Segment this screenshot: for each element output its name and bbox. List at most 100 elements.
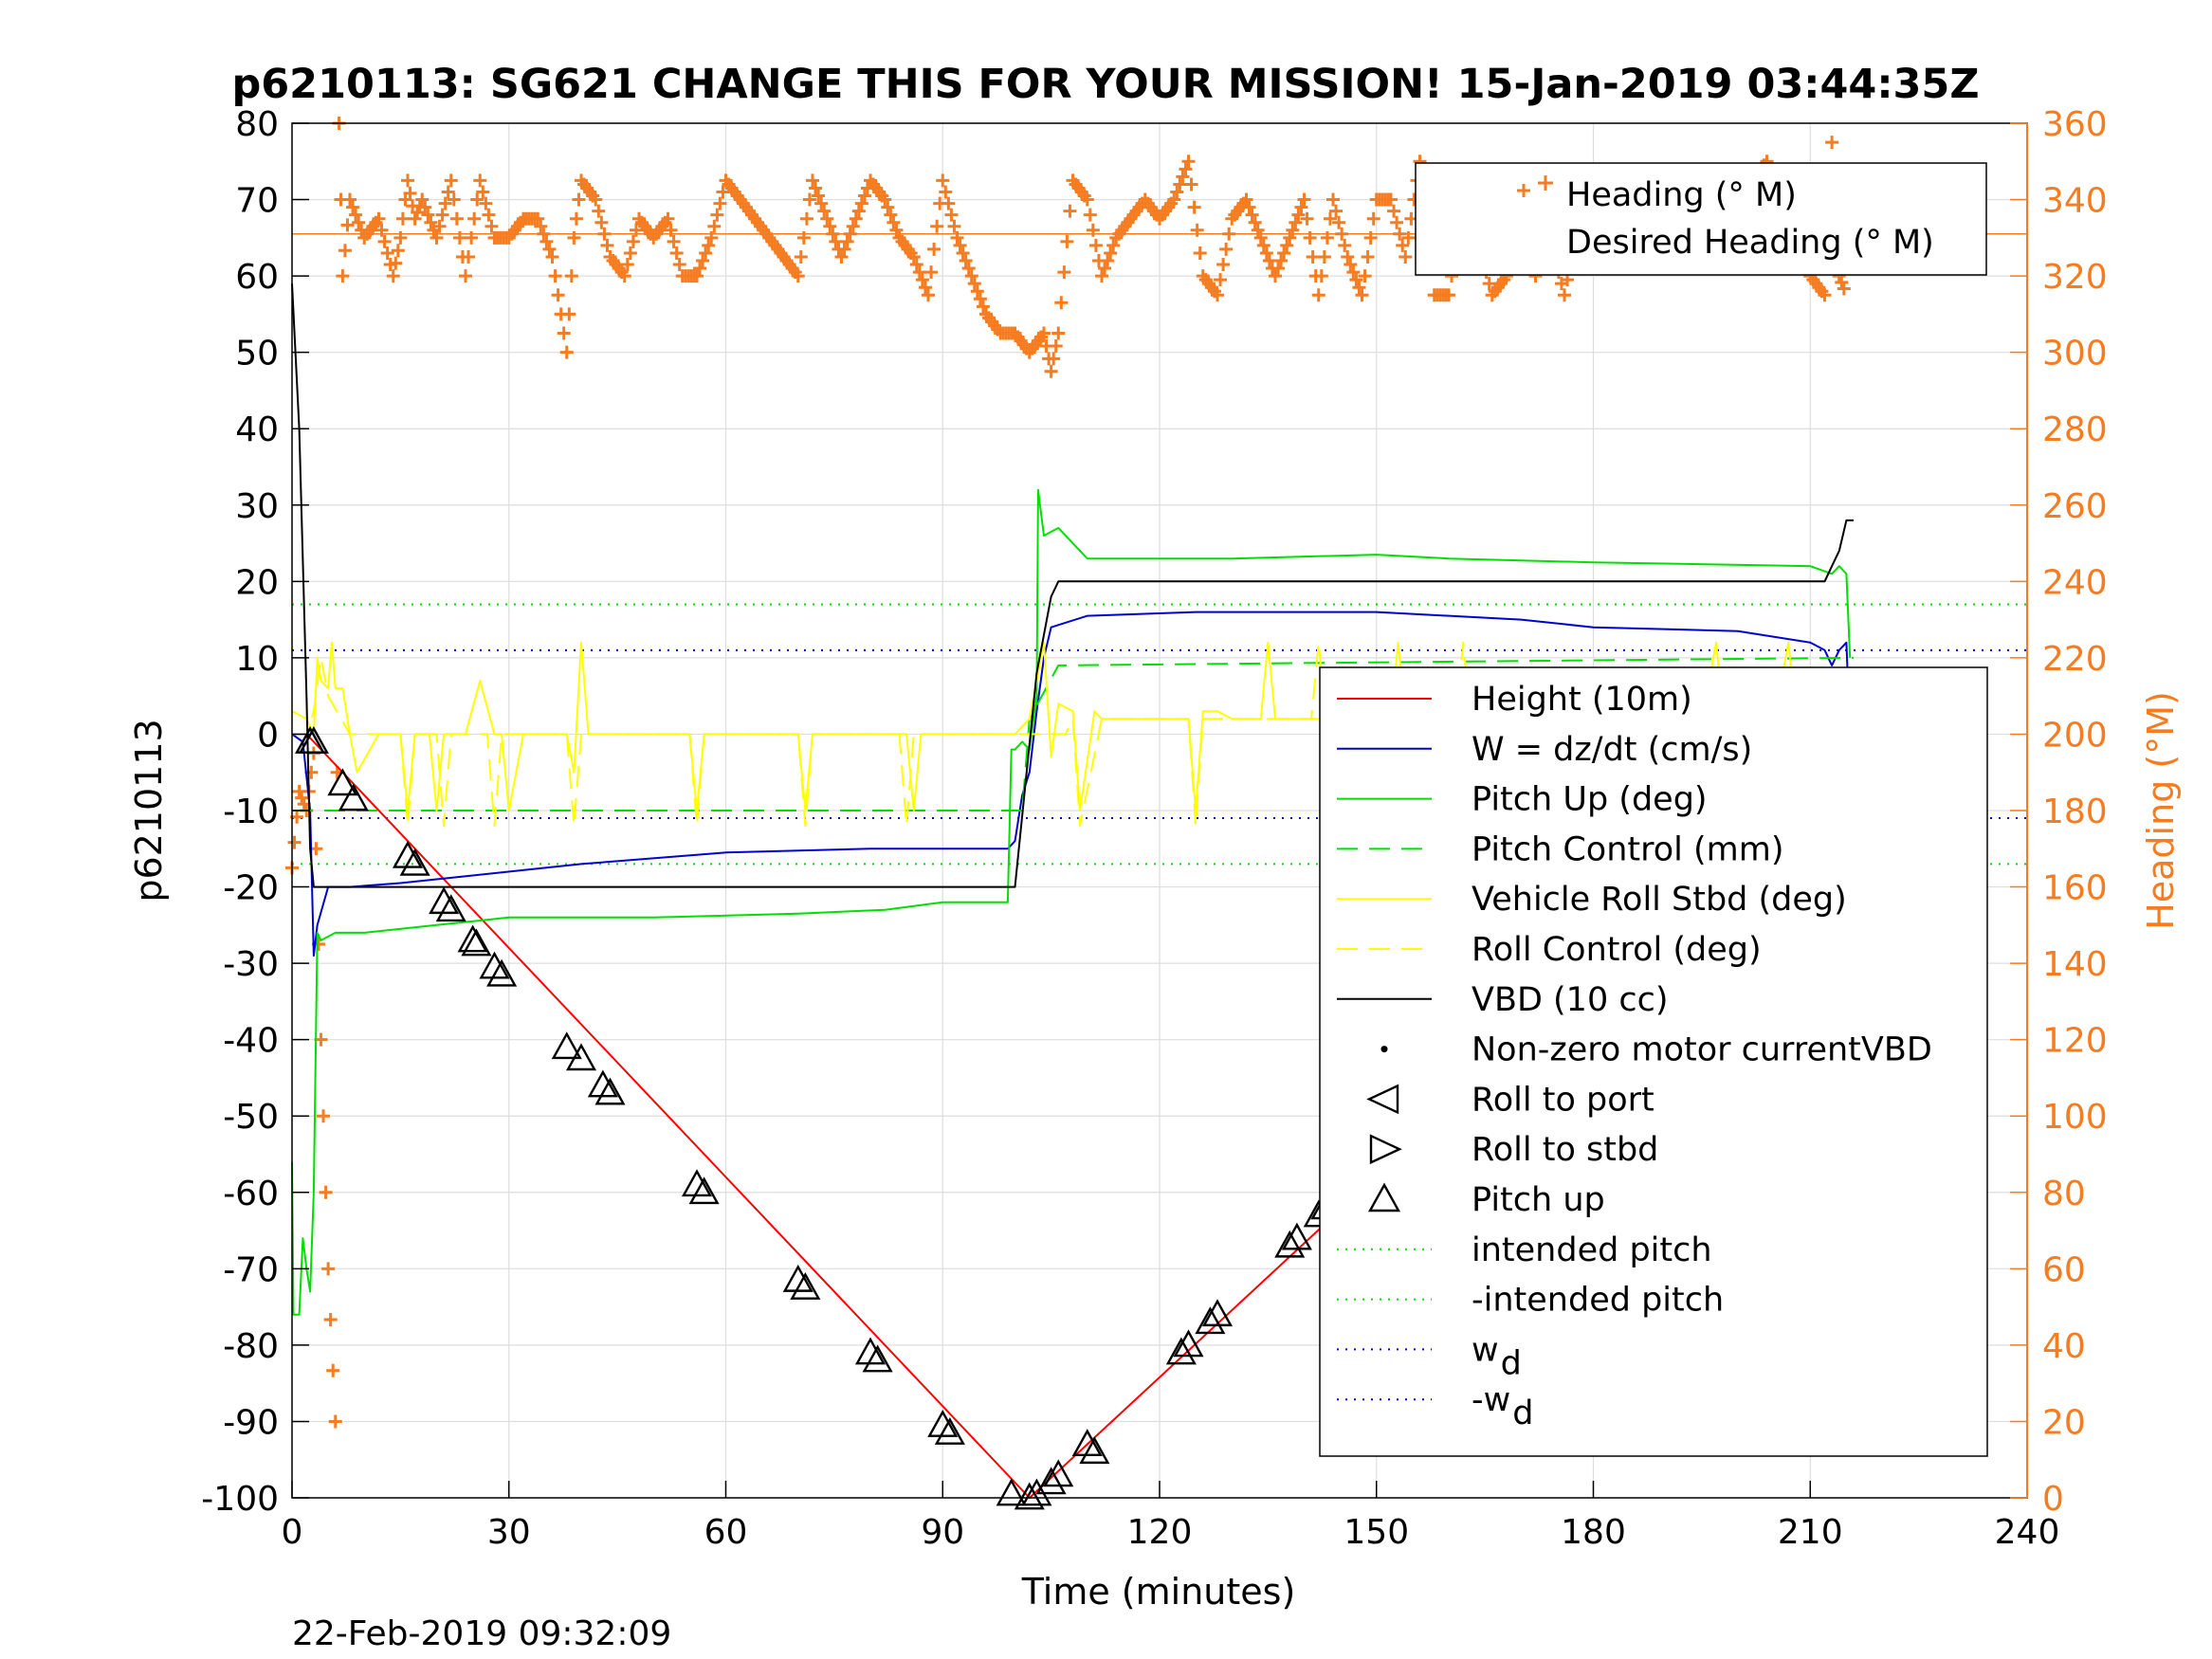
pitch-up-marker [1071, 1429, 1103, 1457]
heading-point [1326, 192, 1340, 207]
legend-main-label: intended pitch [1472, 1231, 1712, 1269]
pitch-up-marker [429, 886, 460, 915]
pitch-up-marker [486, 958, 518, 987]
heading-point [799, 211, 814, 226]
y-tick-label: -100 [201, 1480, 279, 1519]
heading-point [1482, 277, 1496, 291]
heading-point [710, 208, 724, 222]
heading-point [973, 292, 987, 306]
heading-point [927, 242, 941, 256]
heading-point [1256, 238, 1271, 252]
y-tick-label: -90 [223, 1403, 279, 1442]
heading-point [340, 218, 355, 232]
heading-point [964, 269, 978, 283]
heading-point [386, 269, 400, 283]
heading-point [887, 215, 901, 229]
y-tick-label: 60 [235, 258, 279, 297]
legend-main: Height (10m) W = dz/dt (cm/s) Pitch Up (de… [1319, 666, 1988, 1457]
heading-point [1835, 275, 1849, 289]
heading-point [1251, 223, 1265, 237]
y2-axis-ticks: 3603403203002802602402202001801601401201… [2010, 105, 2108, 1519]
pitch-up-marker [551, 1031, 582, 1060]
heading-point [939, 185, 953, 199]
pitch-up-marker [1043, 1459, 1074, 1487]
y2-tick-label: 0 [2042, 1480, 2064, 1519]
y-tick-label: -10 [223, 793, 279, 831]
series-roll-control-deg- [292, 641, 1854, 828]
y-axis-ticks: 80 70 60 50 40 30 20 10 0 -10 -20 -30 -40 -50 -60 -70 -8… [201, 105, 309, 1519]
heading-point [1818, 288, 1832, 302]
heading-point [1317, 249, 1331, 264]
legend-main-label: VBD (10 cc) [1472, 981, 1669, 1019]
heading-point [661, 211, 675, 226]
heading-point [459, 269, 472, 283]
y2-tick-label: 200 [2042, 716, 2108, 755]
y-tick-label: 40 [235, 410, 279, 449]
heading-point [906, 249, 921, 264]
heading-point [548, 269, 562, 283]
heading-point [834, 249, 849, 264]
heading-point [1214, 273, 1228, 287]
heading-point [713, 196, 727, 210]
heading-point [415, 192, 430, 207]
heading-point [482, 208, 496, 222]
heading-point [961, 262, 976, 276]
y2-tick-label: 360 [2042, 105, 2108, 144]
heading-point [1262, 254, 1276, 267]
heading-point [924, 265, 939, 280]
heading-point [403, 186, 417, 200]
heading-point [1289, 215, 1303, 229]
heading-point [1329, 204, 1344, 218]
y-tick-label: -40 [223, 1022, 279, 1061]
heading-point [545, 249, 559, 264]
heading-point [430, 230, 444, 245]
heading-point [1314, 269, 1328, 283]
y2-tick-label: 260 [2042, 487, 2108, 526]
legend-main-label: Pitch Up (deg) [1472, 781, 1708, 819]
pitch-up-marker [1201, 1299, 1234, 1327]
pitch-up-marker [338, 783, 369, 811]
heading-point [820, 211, 834, 226]
legend-main-label: Height (10m) [1472, 681, 1692, 719]
heading-point [672, 258, 686, 272]
heading-point [826, 227, 840, 241]
heading-point [1398, 249, 1413, 264]
legend-heading-label: Heading (° M) [1566, 176, 1797, 214]
heading-point [812, 189, 826, 203]
heading-point [930, 219, 944, 233]
heading-point [802, 192, 816, 207]
x-tick-label: 0 [282, 1513, 303, 1552]
heading-point [572, 192, 586, 207]
heading-point [1086, 223, 1100, 237]
y2-tick-label: 40 [2042, 1327, 2086, 1366]
x-tick-label: 30 [487, 1513, 531, 1552]
pitch-up-marker [298, 726, 329, 754]
heading-point [953, 238, 967, 252]
x-axis-label: Time (minutes) [1021, 1571, 1296, 1613]
heading-point [626, 234, 640, 248]
heading-point [837, 242, 851, 256]
x-axis-ticks: 0 30 60 90 120 150 180 210 240 [282, 1481, 2059, 1552]
heading-point [473, 173, 487, 188]
pitch-up-marker [1165, 1337, 1197, 1365]
heading-point [840, 234, 854, 248]
pitch-up-marker [681, 1169, 713, 1197]
pitch-up-marker [435, 894, 466, 922]
heading-point [690, 269, 704, 283]
heading-point [479, 196, 493, 210]
y2-tick-label: 100 [2042, 1098, 2108, 1137]
heading-point [326, 1363, 340, 1377]
pitch-up-marker [862, 1344, 893, 1373]
heading-point [542, 242, 557, 256]
y-tick-label: -30 [223, 945, 279, 984]
pitch-up-marker [327, 768, 358, 796]
y2-tick-label: 140 [2042, 945, 2108, 984]
pitch-up-marker [1274, 1230, 1306, 1258]
legend-subscript: d [1501, 1344, 1522, 1382]
heading-point [846, 219, 860, 233]
y2-tick-label: 340 [2042, 182, 2108, 221]
heading-point [829, 234, 843, 248]
y2-tick-label: 280 [2042, 410, 2108, 449]
legend-swatch [1380, 1046, 1388, 1053]
y-tick-label: 30 [235, 487, 279, 526]
